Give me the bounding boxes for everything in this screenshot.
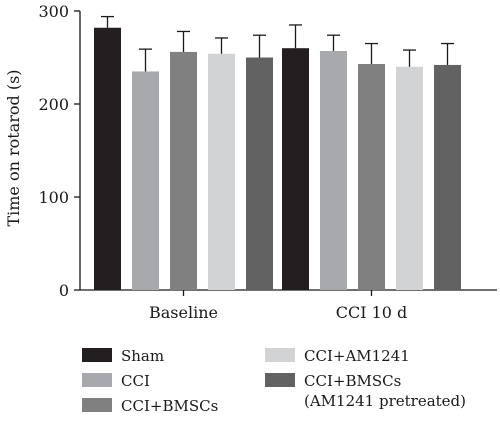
legend: Sham CCI CCI+BMSCs CCI+AM1241 CCI+BMSCs (AM1… bbox=[82, 346, 492, 418]
bar bbox=[358, 64, 385, 290]
x-tick-label: CCI 10 d bbox=[336, 303, 408, 322]
legend-swatch bbox=[265, 373, 295, 387]
legend-label: CCI+BMSCs (AM1241 pretreated) bbox=[304, 372, 467, 410]
y-tick-label: 300 bbox=[38, 2, 69, 21]
legend-swatch bbox=[82, 348, 112, 362]
bars bbox=[94, 15, 461, 291]
bar bbox=[282, 48, 309, 291]
legend-item: CCI+BMSCs bbox=[82, 396, 218, 416]
y-ticks: 0 100 200 300 bbox=[38, 2, 80, 300]
legend-label: CCI bbox=[121, 372, 150, 390]
legend-label: CCI+BMSCs bbox=[121, 397, 219, 415]
bar-chart: 0 100 200 300 Baseline CCI 10 d Time on rota… bbox=[4, 2, 497, 322]
legend-swatch bbox=[82, 398, 112, 412]
bar bbox=[396, 66, 423, 290]
bar bbox=[246, 57, 273, 290]
bar bbox=[208, 53, 235, 290]
legend-item: CCI bbox=[82, 371, 150, 391]
bar bbox=[132, 71, 159, 290]
y-tick-label: 0 bbox=[59, 281, 69, 300]
bar bbox=[170, 51, 197, 290]
bar bbox=[320, 50, 347, 290]
legend-label: CCI+AM1241 bbox=[304, 347, 410, 365]
legend-item: Sham bbox=[82, 346, 164, 366]
y-axis-label: Time on rotarod (s) bbox=[4, 69, 23, 226]
legend-item: CCI+BMSCs (AM1241 pretreated) bbox=[265, 371, 466, 411]
x-ticks: Baseline CCI 10 d bbox=[149, 290, 407, 322]
y-tick-label: 100 bbox=[38, 188, 69, 207]
legend-label: Sham bbox=[121, 347, 165, 365]
bar bbox=[434, 64, 461, 290]
x-tick-label: Baseline bbox=[149, 303, 218, 322]
legend-swatch bbox=[82, 373, 112, 387]
y-tick-label: 200 bbox=[38, 95, 69, 114]
legend-item: CCI+AM1241 bbox=[265, 346, 410, 366]
bar bbox=[94, 27, 121, 291]
legend-swatch bbox=[265, 348, 295, 362]
